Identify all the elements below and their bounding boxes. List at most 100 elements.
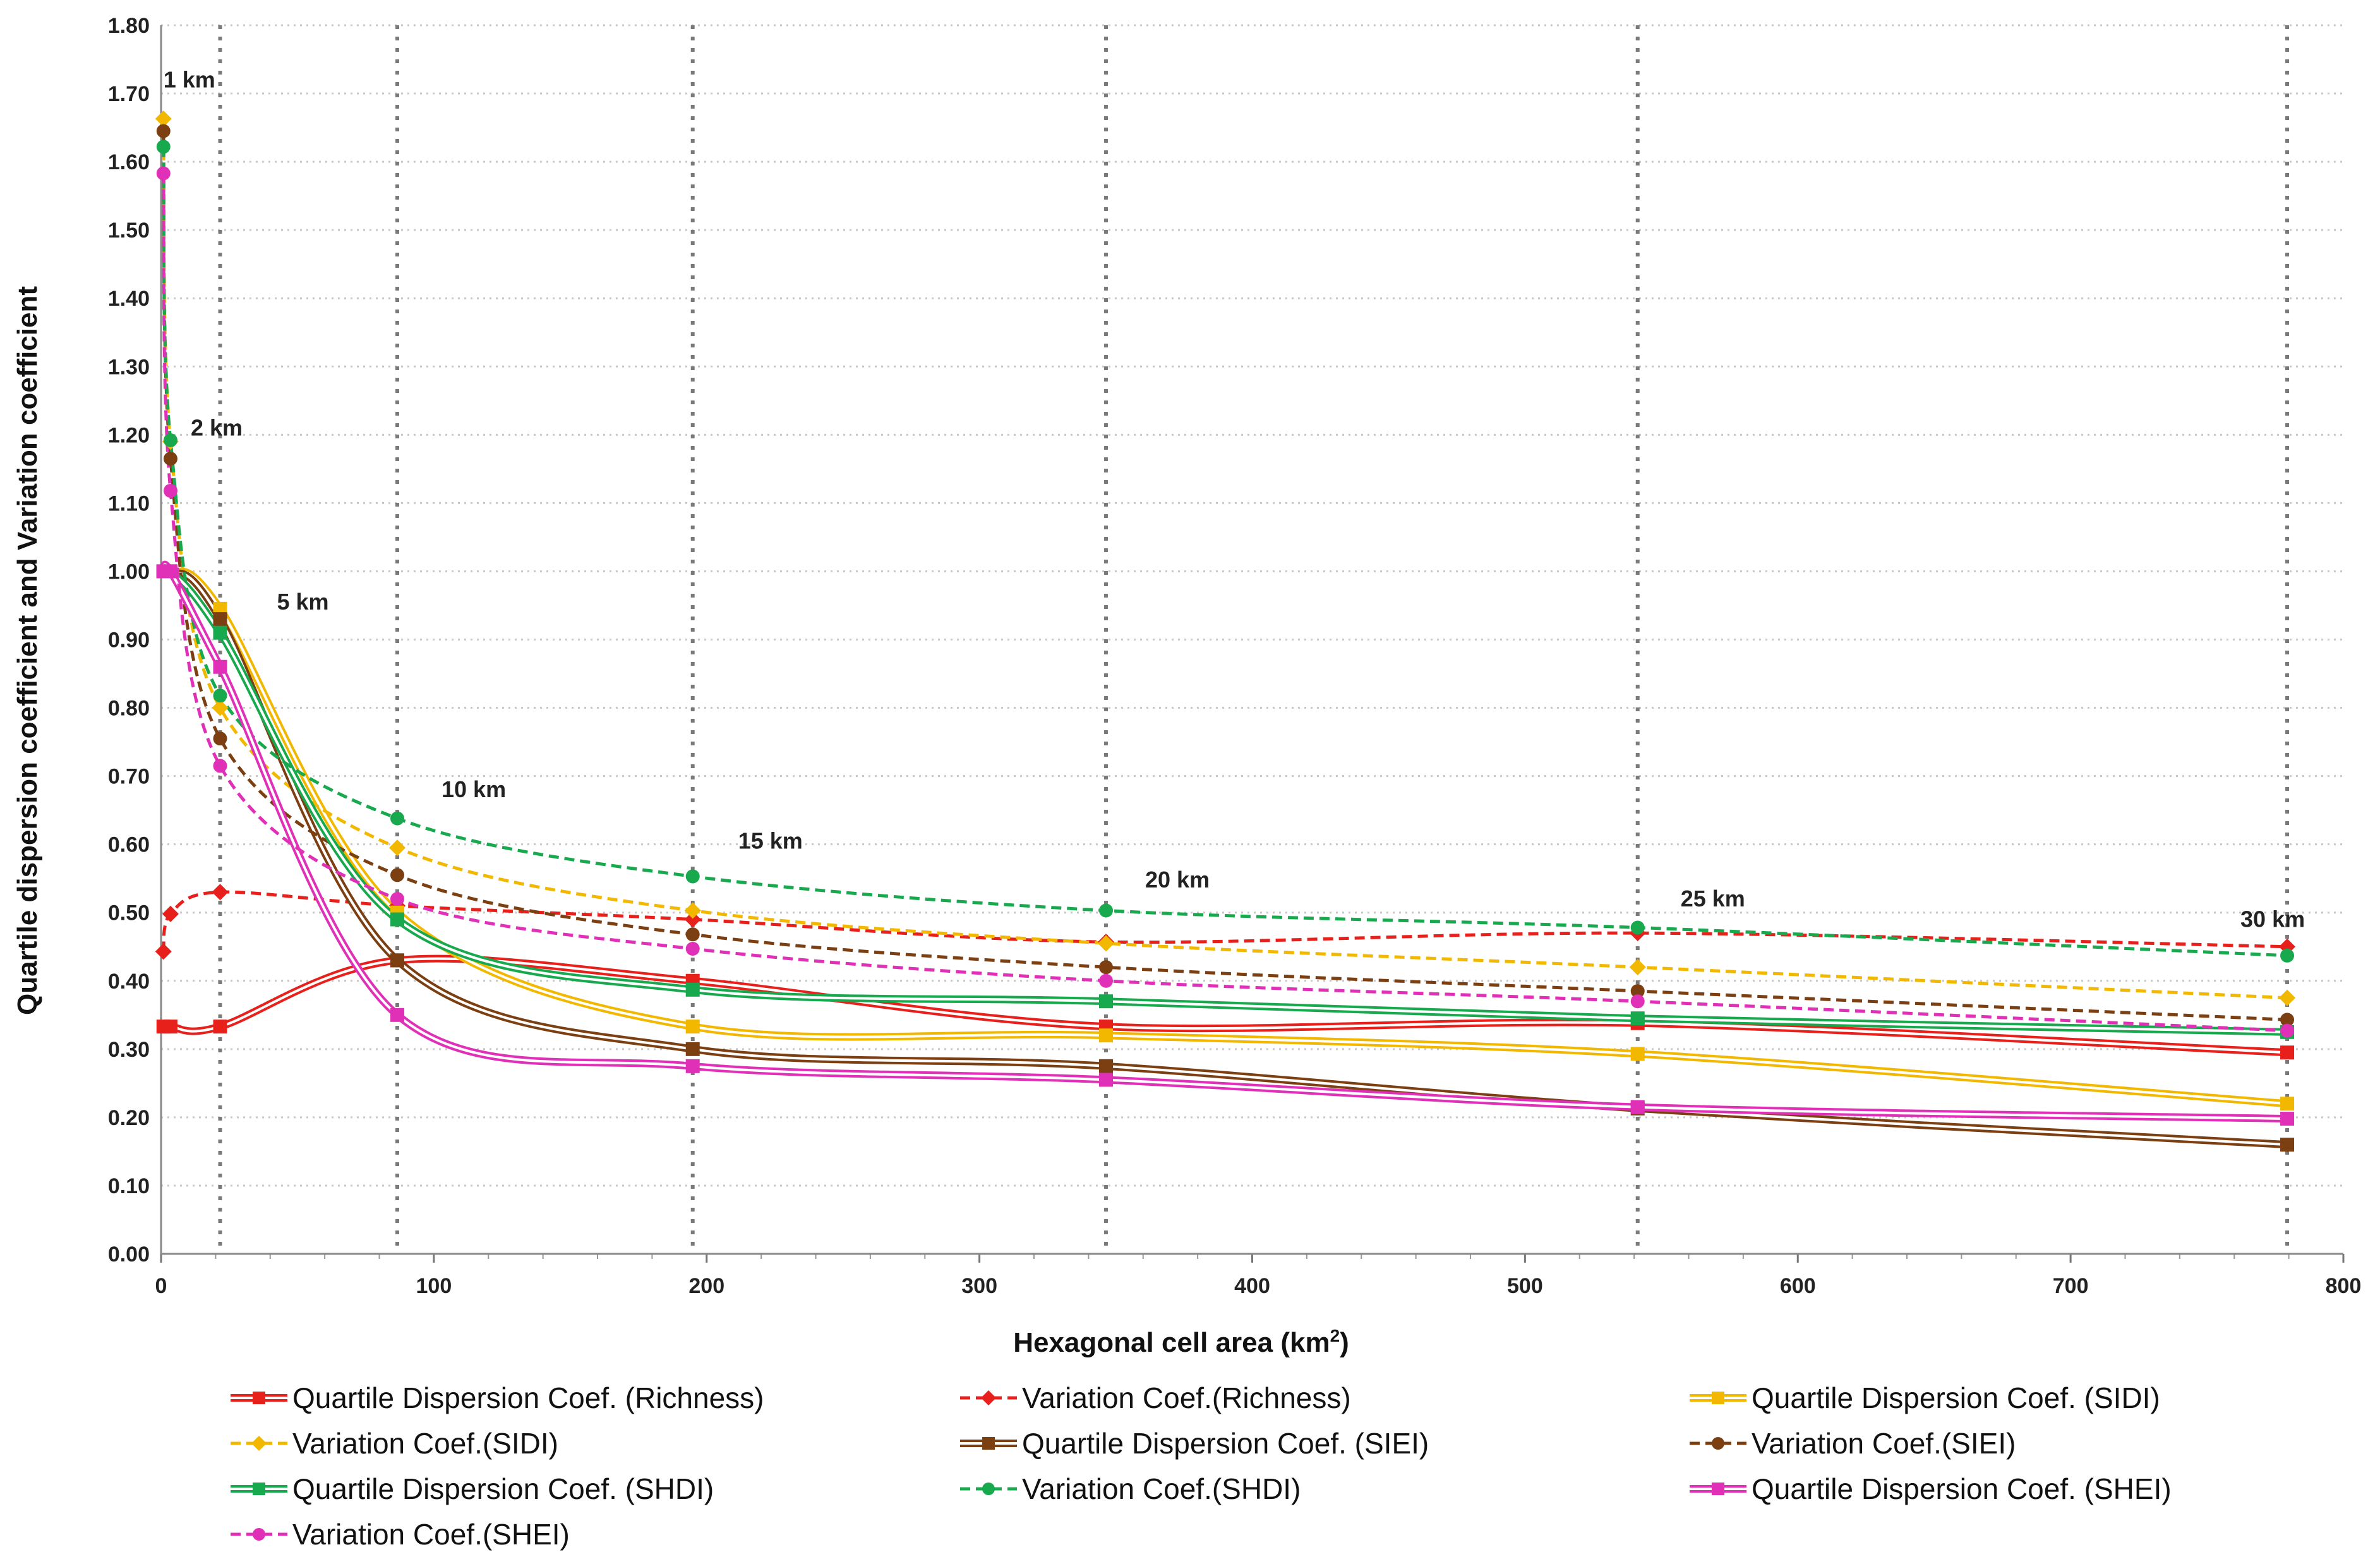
series-line-4: [162, 118, 2288, 1000]
data-point: [390, 912, 405, 927]
x-tick-label: 400: [1234, 1274, 1270, 1298]
legend-swatch-marker: [982, 1483, 995, 1495]
y-tick-label: 1.30: [108, 355, 150, 379]
legend-item: Quartile Dispersion Coef. (Richness): [231, 1381, 764, 1414]
legend-swatch-marker: [1712, 1392, 1724, 1404]
x-axis-title-superscript: 2: [1330, 1326, 1340, 1345]
legend-label: Quartile Dispersion Coef. (SIEI): [1022, 1427, 1429, 1460]
legend-label: Quartile Dispersion Coef. (SHDI): [292, 1472, 714, 1505]
legend-label: Variation Coef.(SHDI): [1022, 1472, 1301, 1505]
legend-label: Variation Coef.(SHEI): [292, 1518, 570, 1551]
data-point: [1630, 984, 1645, 998]
data-point: [2280, 1013, 2295, 1027]
data-point: [156, 166, 171, 181]
cell-size-label: 5 km: [277, 589, 329, 615]
data-point: [213, 625, 227, 640]
y-tick-label: 0.20: [108, 1106, 150, 1130]
data-point: [213, 612, 227, 627]
y-tick-label: 0.50: [108, 901, 150, 925]
data-point: [390, 1008, 405, 1022]
data-point: [390, 811, 405, 826]
y-tick-label: 1.70: [108, 82, 150, 106]
x-axis-title-text: Hexagonal cell area (km: [1013, 1327, 1330, 1358]
series-line-5: [159, 564, 2288, 1149]
x-tick-label: 500: [1507, 1274, 1543, 1298]
data-point: [1630, 1047, 1645, 1061]
series-line-10: [162, 173, 2288, 1033]
x-tick-label: 200: [688, 1274, 724, 1298]
data-point: [213, 731, 227, 746]
y-axis-title: Quartile dispersion coefficient and Vari…: [12, 286, 43, 1015]
y-tick-label: 0.60: [108, 833, 150, 857]
cell-size-label: 30 km: [2240, 906, 2305, 932]
y-tick-label: 1.50: [108, 219, 150, 243]
x-tick-label: 300: [961, 1274, 997, 1298]
data-point: [156, 124, 171, 138]
y-tick-label: 0.10: [108, 1174, 150, 1198]
legend-swatch-marker: [1712, 1483, 1724, 1495]
y-tick-label: 1.60: [108, 150, 150, 174]
legend-swatch-marker: [253, 1483, 265, 1495]
y-tick-label: 1.10: [108, 491, 150, 515]
cell-size-label: 15 km: [738, 827, 803, 853]
data-point: [684, 902, 701, 919]
data-point: [213, 759, 227, 773]
legend-item: Variation Coef.(SHDI): [960, 1472, 1301, 1505]
cell-size-label: 20 km: [1145, 867, 1210, 893]
data-point: [390, 868, 405, 882]
legend-label: Variation Coef.(SIDI): [292, 1427, 558, 1460]
data-point: [1630, 1100, 1645, 1114]
series-line-1-inner: [163, 957, 2288, 1054]
axes: 0.00 0.10 0.20 0.30 0.40 0.50 0.60 0.70 0.80 0.90…: [108, 14, 2362, 1298]
series-line-6: [162, 131, 2288, 1021]
x-tick-label: 600: [1780, 1274, 1816, 1298]
data-point: [1099, 1073, 1114, 1087]
legend-item: Variation Coef.(Richness): [960, 1381, 1351, 1414]
data-point: [213, 1020, 227, 1034]
legend-swatch-marker: [253, 1392, 265, 1404]
data-point: [1630, 920, 1645, 935]
series-line-7-inner: [162, 565, 2288, 1033]
data-point: [2280, 948, 2295, 963]
data-point: [390, 953, 405, 968]
data-point: [1099, 1059, 1114, 1073]
data-point: [389, 839, 406, 857]
data-point: [685, 1042, 700, 1056]
legend-item: Quartile Dispersion Coef. (SIDI): [1690, 1381, 2160, 1414]
data-point: [163, 564, 177, 579]
data-point: [685, 941, 700, 956]
y-tick-label: 0.90: [108, 629, 150, 653]
data-point: [1099, 973, 1114, 988]
y-tick-label: 1.20: [108, 423, 150, 447]
data-point: [1099, 994, 1114, 1009]
x-axis-title-close: ): [1340, 1327, 1349, 1358]
legend-swatch-marker: [1712, 1437, 1724, 1450]
legend: Quartile Dispersion Coef. (Richness) Vari…: [231, 1381, 2172, 1551]
data-point: [213, 659, 227, 674]
y-tick-label: 1.00: [108, 560, 150, 584]
data-point: [162, 905, 179, 922]
cell-size-label: 1 km: [164, 66, 215, 92]
legend-label: Variation Coef.(Richness): [1022, 1381, 1351, 1414]
data-point: [163, 483, 177, 498]
cell-size-label: 25 km: [1681, 886, 1745, 911]
series-line-5-inner: [162, 567, 2288, 1146]
series-line-2: [162, 890, 2288, 952]
x-tick-label: 800: [2326, 1274, 2362, 1298]
data-point: [685, 1059, 700, 1073]
legend-swatch-marker: [251, 1436, 267, 1451]
data-point: [1099, 903, 1114, 918]
data-point: [163, 1020, 177, 1034]
series-lines: [159, 118, 2288, 1149]
y-tick-label: 0.80: [108, 697, 150, 721]
data-point: [390, 892, 405, 906]
data-point: [212, 884, 229, 901]
data-point: [685, 869, 700, 884]
x-tick-label: 700: [2053, 1274, 2089, 1298]
legend-item: Quartile Dispersion Coef. (SIEI): [960, 1427, 1429, 1460]
data-point: [155, 111, 172, 128]
data-point: [1630, 994, 1645, 1009]
legend-swatch-marker: [982, 1437, 995, 1450]
